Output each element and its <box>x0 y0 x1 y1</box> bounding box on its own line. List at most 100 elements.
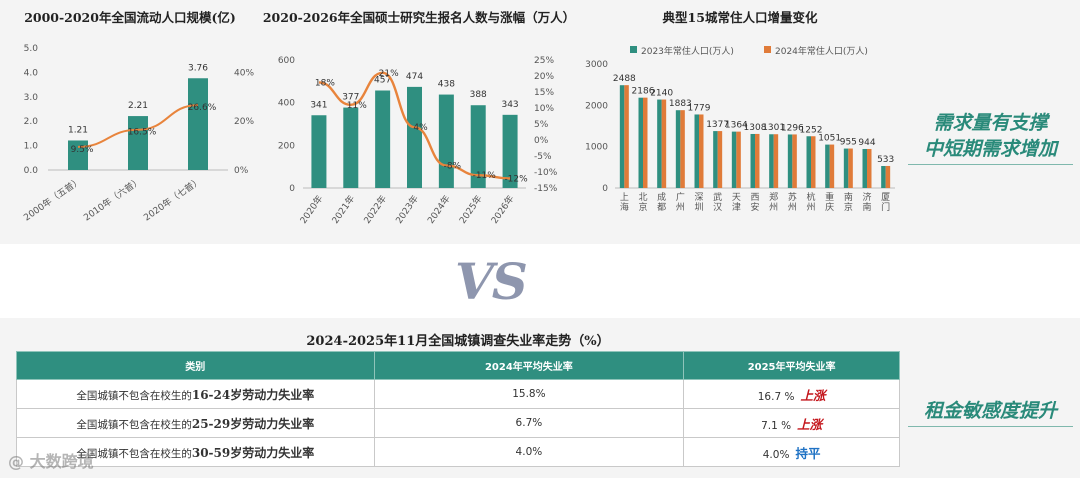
bar-2023 <box>657 99 662 188</box>
bar <box>438 94 454 188</box>
y-tick-label: 4.0 <box>24 68 39 78</box>
bar-data-label: 1883 <box>669 99 692 109</box>
x-tick-label: 武汉 <box>713 191 722 213</box>
y-tick-label: 2000 <box>585 101 608 111</box>
bar-2024 <box>885 165 891 188</box>
bar <box>375 90 391 188</box>
bar <box>502 114 518 188</box>
demand-note: 需求量有支撑 中短期需求增加 <box>908 110 1073 165</box>
demand-note-line2: 中短期需求增加 <box>923 138 1057 160</box>
bar <box>188 78 208 170</box>
x-tick-label: 2022年 <box>361 193 389 226</box>
x-tick-label: 2025年 <box>457 193 485 226</box>
bar-data-label: 438 <box>438 80 455 90</box>
series-line <box>318 71 511 180</box>
bar-data-label: 1051 <box>818 134 841 144</box>
y-tick-label: 2.0 <box>24 117 39 127</box>
line-data-label: 21% <box>379 69 399 79</box>
x-tick-label: 北京 <box>638 192 647 213</box>
bar-2023 <box>881 166 886 188</box>
y-tick-label: 5.0 <box>24 44 39 54</box>
y2-tick-label: -15% <box>534 184 558 194</box>
line-data-label: 18% <box>315 78 335 88</box>
y2-tick-label: 0% <box>234 166 249 176</box>
bar <box>407 86 422 188</box>
chart-title: 2020-2026年全国硕士研究生报名人数与涨幅（万人） <box>263 10 575 25</box>
bar-data-label: 2186 <box>632 87 655 97</box>
table-title: 2024-2025年11月全国城镇调查失业率走势（%） <box>306 334 610 349</box>
watermark: @ 大数跨境 <box>8 452 94 471</box>
bar-data-label: 1779 <box>688 103 711 113</box>
line-data-label: 16.5% <box>128 128 157 138</box>
bar-2023 <box>638 97 643 188</box>
bar-data-label: 343 <box>501 100 518 110</box>
bar-data-label: 3.76 <box>188 63 208 73</box>
bar-data-label: 2.21 <box>128 101 148 111</box>
y-tick-label: 600 <box>278 56 295 66</box>
y-tick-label: 0.0 <box>24 166 39 176</box>
x-tick-label: 2023年 <box>393 193 421 226</box>
column-header-2024: 2024年平均失业率 <box>373 351 685 380</box>
line-data-label: 11% <box>347 101 367 111</box>
y-tick-label: 200 <box>278 141 295 151</box>
bar-2023 <box>619 85 625 188</box>
bar-2024 <box>717 131 723 188</box>
y2-tick-label: 5% <box>534 120 549 130</box>
x-tick-label: 2024年 <box>425 193 453 226</box>
bar <box>470 105 486 188</box>
trend-badge: 上涨 <box>797 416 823 432</box>
bar-2024 <box>661 99 667 188</box>
bar-data-label: 388 <box>470 90 487 100</box>
legend-label: 2024年常住人口(万人) <box>775 45 868 57</box>
x-tick-label: 深圳 <box>694 192 703 213</box>
bar-2024 <box>755 133 760 188</box>
bar-2023 <box>694 114 699 188</box>
bar-2024 <box>643 97 648 188</box>
bar-2023 <box>825 144 830 188</box>
x-tick-label: 杭州 <box>806 191 815 213</box>
category-prefix: 全国城镇不包含在校生的 <box>76 389 192 402</box>
postgrad-applicants-chart: 2020-2026年全国硕士研究生报名人数与涨幅（万人） 0 200 400 600 -… <box>263 10 575 226</box>
x-tick-label: 上海 <box>620 192 629 213</box>
value-2025: 16.7 % <box>757 390 795 403</box>
chart-title: 2000-2020年全国流动人口规模(亿) <box>24 10 236 25</box>
bar-2023 <box>806 136 811 188</box>
legend-swatch <box>764 46 771 53</box>
value-2024: 6.7% <box>373 408 685 438</box>
bar-2024 <box>867 148 872 188</box>
bar-2024 <box>773 134 779 188</box>
category-cell: 全国城镇不包含在校生的16-24岁劳动力失业率 <box>16 379 375 409</box>
y2-tick-label: 20% <box>234 117 254 127</box>
demand-note-line1: 需求量有支撑 <box>933 112 1048 134</box>
y2-tick-label: -5% <box>534 152 552 162</box>
chart-title: 典型15城常住人口增量变化 <box>663 10 818 25</box>
y2-tick-label: 15% <box>534 88 554 98</box>
bar-data-label: 533 <box>877 155 894 165</box>
value-2025: 7.1 % <box>761 419 792 432</box>
bar-data-label: 341 <box>310 100 327 110</box>
y-tick-label: 3000 <box>585 60 608 70</box>
bar-data-label: 1308 <box>744 123 767 133</box>
bar-data-label: 955 <box>840 138 857 148</box>
category-emph: 25-29岁劳动力失业率 <box>191 416 315 431</box>
bar <box>68 140 88 170</box>
bar-2023 <box>713 131 718 188</box>
bar-2023 <box>750 133 755 188</box>
bar-data-label: 1296 <box>781 123 804 133</box>
line-data-label: -8% <box>444 162 462 172</box>
y2-tick-label: 25% <box>534 56 554 66</box>
value-2025-cell: 7.1 % 上涨 <box>683 408 900 438</box>
x-tick-label: 2000年（五普） <box>21 175 84 224</box>
trend-badge: 上涨 <box>800 387 826 403</box>
x-tick-label: 2026年 <box>488 193 516 226</box>
bar-2023 <box>731 131 737 188</box>
table-header-row: 类别 2024年平均失业率 2025年平均失业率 <box>16 351 900 380</box>
x-tick-label: 郑州 <box>769 191 778 213</box>
bar-2023 <box>843 148 849 188</box>
value-2025-cell: 4.0% 持平 <box>683 437 900 467</box>
line-data-label: -12% <box>504 174 528 184</box>
bar <box>128 116 148 170</box>
unemployment-table: 类别 2024年平均失业率 2025年平均失业率 全国城镇不包含在校生的16-2… <box>16 351 900 467</box>
bar <box>311 115 327 188</box>
bar-2024 <box>829 144 835 188</box>
